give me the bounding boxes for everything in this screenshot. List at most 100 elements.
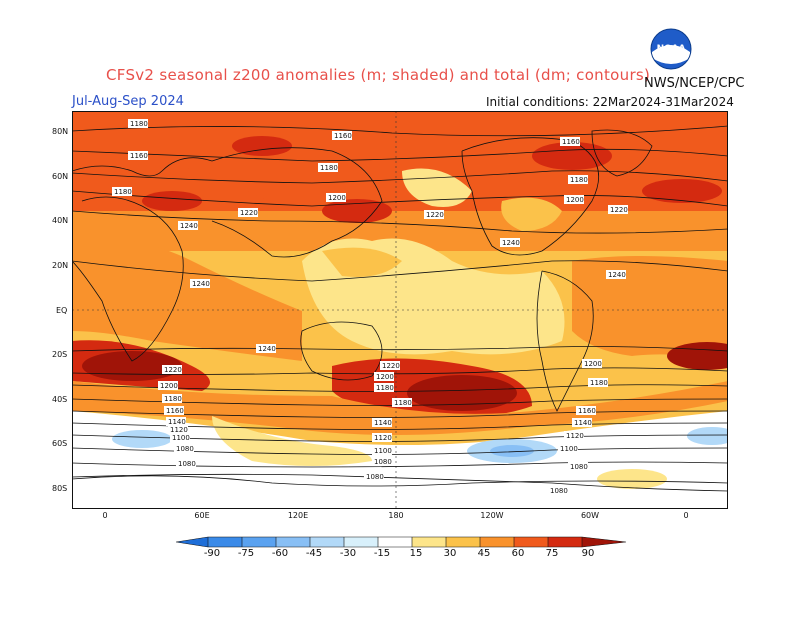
colorbar-segment	[514, 537, 548, 547]
contour-label: 1240	[258, 345, 276, 353]
continent-outlines	[72, 129, 728, 487]
contour-label: 1180	[320, 164, 338, 172]
anomaly-region	[687, 427, 728, 445]
contour-label: 1200	[584, 360, 602, 368]
anomaly-region	[667, 342, 728, 370]
colorbar-label: 90	[581, 548, 595, 559]
contour-label: 1120	[566, 432, 584, 440]
noaa-logo-text: NOAA	[657, 44, 686, 54]
colorbar-segment	[412, 537, 446, 547]
contour-label: 1200	[376, 373, 394, 381]
colorbar-label: -30	[339, 548, 357, 559]
contour-label: 1240	[502, 239, 520, 247]
noaa-logo: NOAA	[650, 28, 692, 70]
anomaly-region	[72, 238, 302, 361]
colorbar-label: -15	[373, 548, 391, 559]
contour-label: 1140	[168, 418, 186, 426]
contour-label: 1160	[334, 132, 352, 140]
lon-label: 60E	[194, 511, 210, 520]
contour-label: 1180	[164, 395, 182, 403]
map-frame	[72, 111, 728, 509]
contour-label: 1240	[608, 271, 626, 279]
colorbar-label: 15	[409, 548, 423, 559]
colorbar-segment	[344, 537, 378, 547]
lon-label: 0	[683, 511, 689, 520]
lat-label: 80S	[52, 484, 68, 493]
contour-label: 1100	[172, 434, 190, 442]
colorbar-label: -45	[305, 548, 323, 559]
anomaly-region	[402, 168, 472, 207]
contour-label: 1100	[374, 447, 392, 455]
contour-label: 1140	[574, 419, 592, 427]
contour-label: 1200	[160, 382, 178, 390]
contour-label: 1120	[170, 426, 188, 434]
anomaly-map: 1180 1160 1160 1180 1160 1180 1180 1200 …	[72, 111, 728, 509]
anomaly-region	[322, 247, 402, 277]
anomaly-region	[72, 381, 728, 435]
contour-label: 1080	[178, 460, 196, 468]
colorbar-segment	[480, 537, 514, 547]
contour-label: 1220	[610, 206, 628, 214]
contour-label: 1200	[328, 194, 346, 202]
lat-label: 20N	[52, 261, 69, 270]
contour-label: 1160	[578, 407, 596, 415]
contour-label: 1240	[180, 222, 198, 230]
lat-label: 20S	[52, 350, 68, 359]
colorbar-segment	[446, 537, 480, 547]
contour-label: 1140	[374, 419, 392, 427]
contour-labels: 1180 1160 1160 1180 1160 1180 1180 1200 …	[112, 119, 628, 495]
anomaly-region	[597, 469, 667, 489]
anomaly-region	[112, 430, 172, 448]
colorbar-segment	[276, 537, 310, 547]
lon-label: 120E	[287, 511, 309, 520]
contour-label: 1120	[374, 434, 392, 442]
contour-label: 1180	[114, 188, 132, 196]
contour-label: 1160	[562, 138, 580, 146]
colorbar-label: 30	[443, 548, 457, 559]
colorbar-label: -60	[271, 548, 289, 559]
lon-label: 120W	[480, 511, 504, 520]
contour-label: 1080	[374, 458, 392, 466]
colorbar-label: 75	[545, 548, 559, 559]
contour-label: 1080	[176, 445, 194, 453]
contour-label: 1180	[376, 384, 394, 392]
contour-label: 1100	[560, 445, 578, 453]
agency-label: NWS/NCEP/CPC	[644, 76, 745, 91]
colorbar-label: 45	[477, 548, 491, 559]
anomaly-region	[532, 142, 612, 170]
gridlines	[72, 111, 728, 509]
initial-conditions-label: Initial conditions: 22Mar2024-31Mar2024	[486, 95, 734, 109]
contour-label: 1160	[166, 407, 184, 415]
lat-label: 80N	[52, 127, 69, 136]
anomaly-region	[501, 197, 562, 231]
lon-label: 60W	[580, 511, 600, 520]
contour-label: 1180	[570, 176, 588, 184]
colorbar-segment	[548, 537, 582, 547]
lon-label: 0	[102, 511, 108, 520]
anomaly-region	[232, 136, 292, 156]
colorbar-segment	[378, 537, 412, 547]
anomaly-region	[642, 179, 722, 203]
contour-label: 1180	[590, 379, 608, 387]
anomaly-region	[322, 199, 392, 223]
lat-label: EQ	[56, 306, 68, 315]
contour-label: 1220	[382, 362, 400, 370]
anomaly-region	[407, 375, 517, 411]
colorbar	[176, 536, 627, 548]
contour-label: 1220	[164, 366, 182, 374]
colorbar-label: 60	[511, 548, 525, 559]
contour-label: 1200	[566, 196, 584, 204]
season-label: Jul-Aug-Sep 2024	[72, 94, 184, 109]
colorbar-label: -75	[237, 548, 255, 559]
colorbar-arrow-low	[176, 537, 208, 547]
lat-label: 60S	[52, 439, 68, 448]
contour-label: 1080	[570, 463, 588, 471]
colorbar-segment	[242, 537, 276, 547]
lon-label: 180	[388, 511, 404, 520]
contour-label: 1080	[366, 473, 384, 481]
chart-title: CFSv2 seasonal z200 anomalies (m; shaded…	[106, 66, 651, 84]
contour-label: 1080	[550, 487, 568, 495]
contour-label: 1180	[394, 399, 412, 407]
contour-label: 1220	[426, 211, 444, 219]
anomaly-region	[490, 445, 534, 457]
